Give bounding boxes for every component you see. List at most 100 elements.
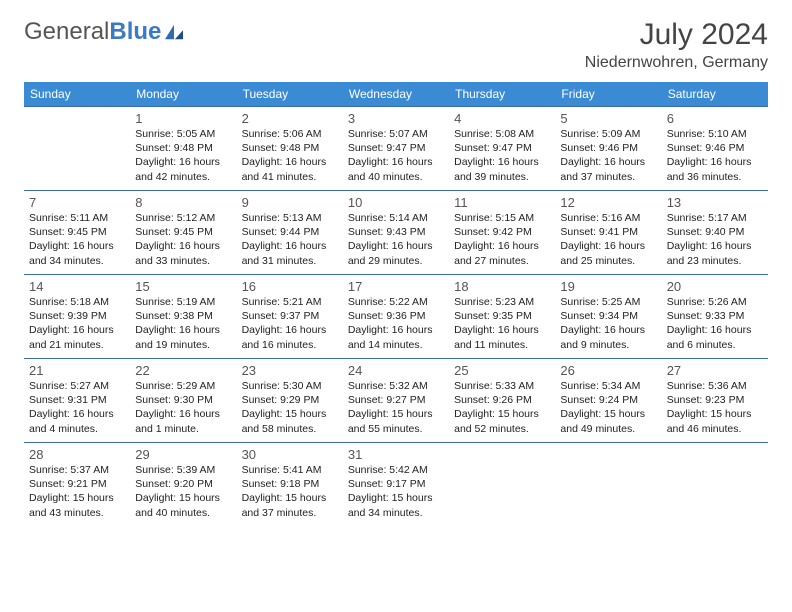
day-info: Sunrise: 5:17 AMSunset: 9:40 PMDaylight:… <box>667 211 763 268</box>
day-number: 17 <box>348 279 444 294</box>
day-info: Sunrise: 5:36 AMSunset: 9:23 PMDaylight:… <box>667 379 763 436</box>
day-number: 11 <box>454 195 550 210</box>
calendar-day-cell: 31Sunrise: 5:42 AMSunset: 9:17 PMDayligh… <box>343 443 449 527</box>
calendar-day-cell: 19Sunrise: 5:25 AMSunset: 9:34 PMDayligh… <box>555 275 661 359</box>
brand-logo: GeneralBlue <box>24 18 185 46</box>
day-info: Sunrise: 5:21 AMSunset: 9:37 PMDaylight:… <box>242 295 338 352</box>
header-right: July 2024 Niedernwohren, Germany <box>585 18 768 72</box>
brand-text: GeneralBlue <box>24 18 161 46</box>
day-number: 31 <box>348 447 444 462</box>
brand-part1: General <box>24 18 109 45</box>
calendar-day-cell: 21Sunrise: 5:27 AMSunset: 9:31 PMDayligh… <box>24 359 130 443</box>
day-number: 6 <box>667 111 763 126</box>
calendar-day-cell: 1Sunrise: 5:05 AMSunset: 9:48 PMDaylight… <box>130 107 236 191</box>
calendar-day-cell: 13Sunrise: 5:17 AMSunset: 9:40 PMDayligh… <box>662 191 768 275</box>
day-info: Sunrise: 5:42 AMSunset: 9:17 PMDaylight:… <box>348 463 444 520</box>
calendar-day-cell: 27Sunrise: 5:36 AMSunset: 9:23 PMDayligh… <box>662 359 768 443</box>
day-number: 24 <box>348 363 444 378</box>
day-number: 19 <box>560 279 656 294</box>
calendar-day-cell: 30Sunrise: 5:41 AMSunset: 9:18 PMDayligh… <box>237 443 343 527</box>
calendar-week-row: 21Sunrise: 5:27 AMSunset: 9:31 PMDayligh… <box>24 359 768 443</box>
calendar-day-cell: 17Sunrise: 5:22 AMSunset: 9:36 PMDayligh… <box>343 275 449 359</box>
day-number: 27 <box>667 363 763 378</box>
day-number: 10 <box>348 195 444 210</box>
day-info: Sunrise: 5:26 AMSunset: 9:33 PMDaylight:… <box>667 295 763 352</box>
day-info: Sunrise: 5:19 AMSunset: 9:38 PMDaylight:… <box>135 295 231 352</box>
day-info: Sunrise: 5:34 AMSunset: 9:24 PMDaylight:… <box>560 379 656 436</box>
day-number: 23 <box>242 363 338 378</box>
calendar-day-cell: 25Sunrise: 5:33 AMSunset: 9:26 PMDayligh… <box>449 359 555 443</box>
calendar-day-cell: 20Sunrise: 5:26 AMSunset: 9:33 PMDayligh… <box>662 275 768 359</box>
day-number: 26 <box>560 363 656 378</box>
day-info: Sunrise: 5:23 AMSunset: 9:35 PMDaylight:… <box>454 295 550 352</box>
calendar-week-row: 14Sunrise: 5:18 AMSunset: 9:39 PMDayligh… <box>24 275 768 359</box>
day-number: 3 <box>348 111 444 126</box>
day-info: Sunrise: 5:13 AMSunset: 9:44 PMDaylight:… <box>242 211 338 268</box>
day-number: 20 <box>667 279 763 294</box>
header-row: GeneralBlue July 2024 Niedernwohren, Ger… <box>24 18 768 72</box>
calendar-day-cell: 15Sunrise: 5:19 AMSunset: 9:38 PMDayligh… <box>130 275 236 359</box>
calendar-day-cell: 11Sunrise: 5:15 AMSunset: 9:42 PMDayligh… <box>449 191 555 275</box>
calendar-day-cell: 5Sunrise: 5:09 AMSunset: 9:46 PMDaylight… <box>555 107 661 191</box>
day-number: 14 <box>29 279 125 294</box>
day-info: Sunrise: 5:08 AMSunset: 9:47 PMDaylight:… <box>454 127 550 184</box>
calendar-day-cell: 7Sunrise: 5:11 AMSunset: 9:45 PMDaylight… <box>24 191 130 275</box>
day-number: 13 <box>667 195 763 210</box>
brand-part2: Blue <box>109 18 161 45</box>
day-info: Sunrise: 5:10 AMSunset: 9:46 PMDaylight:… <box>667 127 763 184</box>
day-info: Sunrise: 5:11 AMSunset: 9:45 PMDaylight:… <box>29 211 125 268</box>
day-info: Sunrise: 5:05 AMSunset: 9:48 PMDaylight:… <box>135 127 231 184</box>
weekday-header: Thursday <box>449 82 555 107</box>
day-number: 28 <box>29 447 125 462</box>
calendar-day-cell: 12Sunrise: 5:16 AMSunset: 9:41 PMDayligh… <box>555 191 661 275</box>
day-number: 15 <box>135 279 231 294</box>
calendar-body: 1Sunrise: 5:05 AMSunset: 9:48 PMDaylight… <box>24 107 768 527</box>
calendar-table: SundayMondayTuesdayWednesdayThursdayFrid… <box>24 82 768 527</box>
day-number: 5 <box>560 111 656 126</box>
day-info: Sunrise: 5:39 AMSunset: 9:20 PMDaylight:… <box>135 463 231 520</box>
weekday-header: Saturday <box>662 82 768 107</box>
calendar-week-row: 1Sunrise: 5:05 AMSunset: 9:48 PMDaylight… <box>24 107 768 191</box>
calendar-day-cell: 24Sunrise: 5:32 AMSunset: 9:27 PMDayligh… <box>343 359 449 443</box>
calendar-day-cell: 23Sunrise: 5:30 AMSunset: 9:29 PMDayligh… <box>237 359 343 443</box>
calendar-week-row: 7Sunrise: 5:11 AMSunset: 9:45 PMDaylight… <box>24 191 768 275</box>
month-title: July 2024 <box>585 18 768 52</box>
calendar-day-cell: 16Sunrise: 5:21 AMSunset: 9:37 PMDayligh… <box>237 275 343 359</box>
day-number: 22 <box>135 363 231 378</box>
day-info: Sunrise: 5:29 AMSunset: 9:30 PMDaylight:… <box>135 379 231 436</box>
calendar-day-cell <box>555 443 661 527</box>
day-number: 21 <box>29 363 125 378</box>
calendar-day-cell: 28Sunrise: 5:37 AMSunset: 9:21 PMDayligh… <box>24 443 130 527</box>
calendar-day-cell: 18Sunrise: 5:23 AMSunset: 9:35 PMDayligh… <box>449 275 555 359</box>
weekday-header: Wednesday <box>343 82 449 107</box>
calendar-day-cell <box>449 443 555 527</box>
day-info: Sunrise: 5:18 AMSunset: 9:39 PMDaylight:… <box>29 295 125 352</box>
calendar-day-cell: 6Sunrise: 5:10 AMSunset: 9:46 PMDaylight… <box>662 107 768 191</box>
day-info: Sunrise: 5:06 AMSunset: 9:48 PMDaylight:… <box>242 127 338 184</box>
day-info: Sunrise: 5:27 AMSunset: 9:31 PMDaylight:… <box>29 379 125 436</box>
calendar-day-cell: 9Sunrise: 5:13 AMSunset: 9:44 PMDaylight… <box>237 191 343 275</box>
calendar-day-cell: 4Sunrise: 5:08 AMSunset: 9:47 PMDaylight… <box>449 107 555 191</box>
day-info: Sunrise: 5:33 AMSunset: 9:26 PMDaylight:… <box>454 379 550 436</box>
calendar-week-row: 28Sunrise: 5:37 AMSunset: 9:21 PMDayligh… <box>24 443 768 527</box>
day-info: Sunrise: 5:16 AMSunset: 9:41 PMDaylight:… <box>560 211 656 268</box>
weekday-header: Monday <box>130 82 236 107</box>
day-number: 8 <box>135 195 231 210</box>
day-info: Sunrise: 5:37 AMSunset: 9:21 PMDaylight:… <box>29 463 125 520</box>
weekday-header: Friday <box>555 82 661 107</box>
calendar-day-cell: 8Sunrise: 5:12 AMSunset: 9:45 PMDaylight… <box>130 191 236 275</box>
calendar-day-cell: 10Sunrise: 5:14 AMSunset: 9:43 PMDayligh… <box>343 191 449 275</box>
day-info: Sunrise: 5:07 AMSunset: 9:47 PMDaylight:… <box>348 127 444 184</box>
day-number: 4 <box>454 111 550 126</box>
location-label: Niedernwohren, Germany <box>585 54 768 72</box>
calendar-day-cell: 29Sunrise: 5:39 AMSunset: 9:20 PMDayligh… <box>130 443 236 527</box>
day-info: Sunrise: 5:09 AMSunset: 9:46 PMDaylight:… <box>560 127 656 184</box>
day-info: Sunrise: 5:25 AMSunset: 9:34 PMDaylight:… <box>560 295 656 352</box>
day-info: Sunrise: 5:22 AMSunset: 9:36 PMDaylight:… <box>348 295 444 352</box>
calendar-day-cell: 26Sunrise: 5:34 AMSunset: 9:24 PMDayligh… <box>555 359 661 443</box>
weekday-header: Sunday <box>24 82 130 107</box>
day-number: 18 <box>454 279 550 294</box>
calendar-day-cell: 3Sunrise: 5:07 AMSunset: 9:47 PMDaylight… <box>343 107 449 191</box>
weekday-header: Tuesday <box>237 82 343 107</box>
day-number: 25 <box>454 363 550 378</box>
